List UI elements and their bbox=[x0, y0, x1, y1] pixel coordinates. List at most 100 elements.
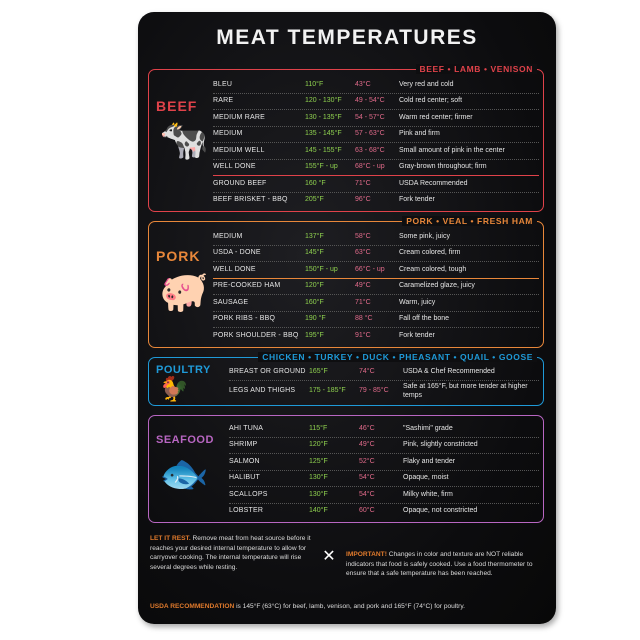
table-row: LEGS AND THIGHS 175 - 185°F 79 - 85°C Sa… bbox=[229, 381, 539, 402]
doneness-description: Pink, slightly constricted bbox=[403, 441, 478, 448]
cut-name: PRE-COOKED HAM bbox=[213, 282, 281, 289]
cut-name: RARE bbox=[213, 97, 234, 104]
section-name: BEEF bbox=[156, 98, 198, 114]
table-row: MEDIUM 137°F 58°C Some pink, juicy bbox=[213, 229, 539, 246]
celsius-value: 54°C bbox=[359, 474, 375, 481]
doneness-description: Small amount of pink in the center bbox=[399, 146, 505, 154]
table-row: WELL DONE 150°F - up 66°C - up Cream col… bbox=[213, 262, 539, 279]
celsius-value: 60°C bbox=[359, 507, 375, 514]
celsius-value: 46°C bbox=[359, 424, 375, 432]
celsius-value: 68°C - up bbox=[355, 163, 385, 170]
doneness-description: Milky white, firm bbox=[403, 490, 453, 498]
cut-name: USDA - DONE bbox=[213, 249, 261, 256]
fahrenheit-value: 195°F bbox=[305, 331, 324, 339]
celsius-value: 49 - 54°C bbox=[355, 97, 385, 104]
important-note: IMPORTANT! Changes in color and texture … bbox=[346, 550, 538, 579]
table-row: SALMON 125°F 52°C Flaky and tender bbox=[229, 454, 539, 471]
sign-title: MEAT TEMPERATURES bbox=[216, 26, 478, 49]
table-row: MEDIUM 135 - 145°F 57 - 63°C Pink and fi… bbox=[213, 127, 539, 143]
cut-name: SALMON bbox=[229, 457, 260, 465]
fahrenheit-value: 175 - 185°F bbox=[309, 387, 346, 395]
fahrenheit-value: 125°F bbox=[309, 457, 328, 465]
fahrenheit-value: 145°F bbox=[305, 249, 324, 256]
fahrenheit-value: 145 - 155°F bbox=[305, 146, 342, 154]
pig-icon: 🐖 bbox=[159, 270, 209, 314]
celsius-value: 96°C bbox=[355, 196, 371, 203]
fahrenheit-value: 137°F bbox=[305, 232, 324, 240]
fahrenheit-value: 140°F bbox=[309, 507, 328, 514]
cut-name: MEDIUM RARE bbox=[213, 113, 265, 121]
important-text: Changes in color and texture are NOT rel… bbox=[346, 551, 533, 578]
celsius-value: 49°C bbox=[355, 282, 371, 289]
cut-name: LEGS AND THIGHS bbox=[229, 387, 296, 395]
section-name: POULTRY bbox=[156, 363, 211, 376]
doneness-description: Pink and firm bbox=[399, 130, 440, 137]
celsius-value: 71°C bbox=[355, 179, 371, 187]
rest-label: LET IT REST. bbox=[150, 535, 191, 542]
cut-name: SCALLOPS bbox=[229, 490, 268, 498]
celsius-value: 91°C bbox=[355, 331, 371, 339]
doneness-description: USDA & Chef Recommended bbox=[403, 368, 495, 375]
celsius-value: 52°C bbox=[359, 457, 375, 465]
fahrenheit-value: 120 - 130°F bbox=[305, 97, 342, 104]
celsius-value: 43°C bbox=[355, 80, 371, 88]
crossed-fork-spatula-icon: ✕ bbox=[322, 548, 336, 565]
table-row: GROUND BEEF 160 °F 71°C USDA Recommended bbox=[213, 176, 539, 193]
section-pork: PORK • VEAL • FRESH HAM PORK 🐖 MEDIUM 137°… bbox=[148, 216, 544, 348]
meat-temperature-sign: MEAT TEMPERATURES BEEF • LAMB • VENISON B… bbox=[138, 12, 556, 624]
temperature-table: BLEU 110°F 43°C Very red and cold RARE 1… bbox=[213, 70, 539, 211]
cut-name: MEDIUM WELL bbox=[213, 146, 265, 154]
celsius-value: 49°C bbox=[359, 441, 375, 448]
fahrenheit-value: 160°F bbox=[305, 298, 324, 306]
cut-name: MEDIUM bbox=[213, 232, 243, 240]
fahrenheit-value: 120°F bbox=[305, 282, 324, 289]
table-row: BEEF BRISKET - BBQ 205°F 96°C Fork tende… bbox=[213, 193, 539, 209]
chicken-icon: 🐓 bbox=[159, 375, 189, 403]
celsius-value: 57 - 63°C bbox=[355, 130, 385, 137]
table-row: PORK RIBS - BBQ 190 °F 88 °C Fall off th… bbox=[213, 312, 539, 328]
table-row: BREAST OR GROUND 165°F 74°C USDA & Chef … bbox=[229, 365, 539, 381]
doneness-description: Opaque, moist bbox=[403, 474, 449, 481]
doneness-description: USDA Recommended bbox=[399, 179, 468, 187]
cut-name: WELL DONE bbox=[213, 163, 256, 170]
usda-note: USDA RECOMMENDATION is 145°F (63°C) for … bbox=[150, 602, 540, 612]
doneness-description: "Sashimi" grade bbox=[403, 424, 453, 432]
section-subtitle: CHICKEN • TURKEY • DUCK • PHEASANT • QUA… bbox=[258, 351, 537, 362]
table-row: SHRIMP 120°F 49°C Pink, slightly constri… bbox=[229, 438, 539, 454]
doneness-description: Flaky and tender bbox=[403, 457, 456, 465]
temperature-table: BREAST OR GROUND 165°F 74°C USDA & Chef … bbox=[229, 358, 539, 406]
rest-note: LET IT REST. Remove meat from heat sourc… bbox=[150, 534, 314, 572]
usda-label: USDA RECOMMENDATION bbox=[150, 603, 235, 610]
doneness-description: Warm, juicy bbox=[399, 298, 436, 306]
fahrenheit-value: 150°F - up bbox=[305, 265, 338, 273]
fahrenheit-value: 110°F bbox=[305, 80, 324, 88]
table-row: SCALLOPS 130°F 54°C Milky white, firm bbox=[229, 487, 539, 504]
section-subtitle: PORK • VEAL • FRESH HAM bbox=[402, 216, 537, 226]
fahrenheit-value: 120°F bbox=[309, 441, 328, 448]
usda-text: is 145°F (63°C) for beef, lamb, venison,… bbox=[236, 603, 465, 610]
fahrenheit-value: 130°F bbox=[309, 474, 328, 481]
table-row: USDA - DONE 145°F 63°C Cream colored, fi… bbox=[213, 246, 539, 262]
section-subtitle: BEEF • LAMB • VENISON bbox=[415, 64, 537, 74]
table-row: SAUSAGE 160°F 71°C Warm, juicy bbox=[213, 295, 539, 312]
temperature-table: AHI TUNA 115°F 46°C "Sashimi" grade SHRI… bbox=[229, 416, 539, 522]
doneness-description: Fall off the bone bbox=[399, 315, 450, 322]
table-row: WELL DONE 155°F - up 68°C - up Gray-brow… bbox=[213, 160, 539, 176]
cut-name: HALIBUT bbox=[229, 474, 260, 481]
table-row: LOBSTER 140°F 60°C Opaque, not constrict… bbox=[229, 504, 539, 520]
cut-name: BLEU bbox=[213, 80, 233, 88]
sections: BEEF • LAMB • VENISON BEEF 🐄 BLEU 110°F 43… bbox=[148, 64, 544, 532]
fahrenheit-value: 160 °F bbox=[305, 179, 326, 187]
section-name: SEAFOOD bbox=[156, 434, 214, 446]
celsius-value: 58°C bbox=[355, 232, 371, 240]
cut-name: PORK RIBS - BBQ bbox=[213, 315, 276, 322]
fahrenheit-value: 205°F bbox=[305, 196, 324, 203]
fahrenheit-value: 115°F bbox=[309, 424, 328, 432]
celsius-value: 66°C - up bbox=[355, 265, 385, 273]
celsius-value: 54°C bbox=[359, 490, 375, 498]
celsius-value: 74°C bbox=[359, 368, 375, 375]
section-beef: BEEF • LAMB • VENISON BEEF 🐄 BLEU 110°F 43… bbox=[148, 64, 544, 212]
table-row: AHI TUNA 115°F 46°C "Sashimi" grade bbox=[229, 421, 539, 438]
cut-name: BEEF BRISKET - BBQ bbox=[213, 196, 288, 203]
table-row: MEDIUM WELL 145 - 155°F 63 - 68°C Small … bbox=[213, 143, 539, 160]
